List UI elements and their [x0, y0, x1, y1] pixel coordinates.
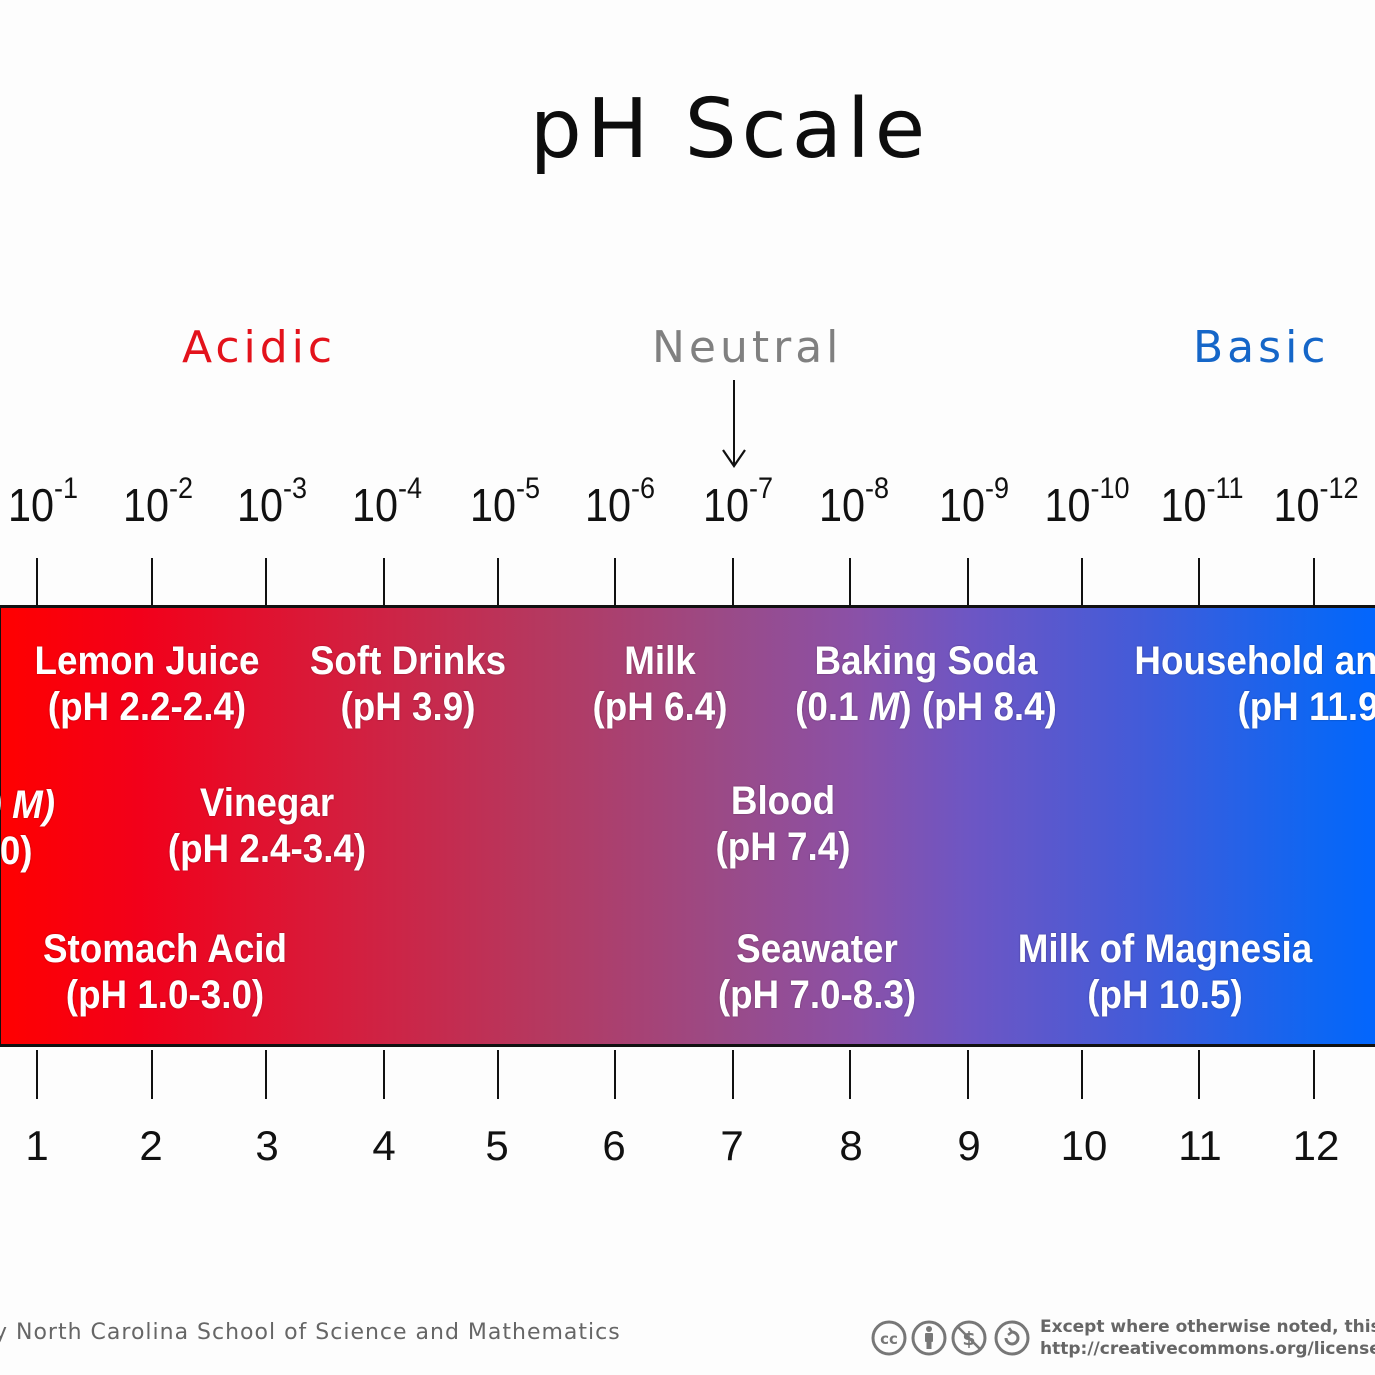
substance-seawater: Seawater (pH 7.0-8.3) [717, 927, 917, 1017]
ph-number-6: 6 [602, 1122, 626, 1169]
concentration-label-9: 10-9 [938, 472, 1010, 531]
acidic-label: Acidic [182, 322, 337, 373]
ph-number-5: 5 [485, 1122, 509, 1169]
concentration-label-11: 10-11 [1160, 472, 1244, 531]
tick-bottom-10 [1081, 1050, 1083, 1099]
concentration-label-6: 10-6 [584, 472, 656, 531]
substance-milk-of-magnesia: Milk of Magnesia (pH 10.5) [1017, 927, 1313, 1017]
tick-top-8 [849, 558, 851, 607]
svg-text:cc: cc [880, 1330, 898, 1348]
concentration-label-10: 10-10 [1044, 472, 1130, 531]
tick-bottom-9 [967, 1050, 969, 1099]
ph-number-11: 11 [1178, 1122, 1222, 1169]
substance-household-ammonia: Household an (pH 11.9 [1134, 639, 1375, 729]
neutral-arrow-shaft [733, 380, 735, 466]
tick-bottom-6 [614, 1050, 616, 1099]
tick-top-2 [151, 558, 153, 607]
page-title: pH Scale [529, 82, 931, 177]
neutral-label: Neutral [652, 322, 843, 373]
substance-lemon-juice: Lemon Juice (pH 2.2-2.4) [34, 639, 260, 729]
substance-baking-soda: Baking Soda (0.1 M) (pH 8.4) [795, 639, 1057, 729]
concentration-label-7: 10-7 [702, 472, 774, 531]
tick-top-4 [383, 558, 385, 607]
down-arrow-icon [722, 449, 746, 468]
tick-bottom-2 [151, 1050, 153, 1099]
concentration-label-4: 10-4 [351, 472, 423, 531]
substance-soft-drinks: Soft Drinks (pH 3.9) [309, 639, 507, 729]
ph-number-2: 2 [139, 1122, 163, 1169]
concentration-label-5: 10-5 [469, 472, 541, 531]
tick-top-3 [265, 558, 267, 607]
concentration-label-3: 10-3 [236, 472, 308, 531]
concentration-label-12: 10-12 [1273, 472, 1359, 531]
tick-top-11 [1198, 558, 1200, 607]
tick-top-6 [614, 558, 616, 607]
tick-top-9 [967, 558, 969, 607]
ph-number-12: 12 [1292, 1122, 1340, 1169]
ph-number-9: 9 [957, 1122, 981, 1169]
concentration-label-2: 10-2 [122, 472, 194, 531]
substance-cut-off-left: ) M).0) [0, 783, 55, 873]
credit-text: y North Carolina School of Science and M… [0, 1320, 621, 1345]
tick-bottom-1 [36, 1050, 38, 1099]
substance-vinegar: Vinegar (pH 2.4-3.4) [167, 781, 367, 871]
tick-top-1 [36, 558, 38, 607]
ph-number-4: 4 [372, 1122, 396, 1169]
tick-bottom-3 [265, 1050, 267, 1099]
concentration-label-1: 10-1 [7, 472, 79, 531]
license-link[interactable]: http://creativecommons.org/license [1040, 1339, 1375, 1359]
substance-blood: Blood (pH 7.4) [715, 779, 851, 869]
ph-number-8: 8 [839, 1122, 863, 1169]
concentration-label-8: 10-8 [818, 472, 890, 531]
creative-commons-icon: cc $ [871, 1320, 1030, 1356]
ph-gradient-band [0, 605, 1375, 1047]
tick-bottom-5 [497, 1050, 499, 1099]
license-text: Except where otherwise noted, this work … [1040, 1316, 1375, 1360]
tick-top-12 [1313, 558, 1315, 607]
substance-milk: Milk (pH 6.4) [592, 639, 728, 729]
ph-number-10: 10 [1060, 1122, 1108, 1169]
tick-top-7 [732, 558, 734, 607]
ph-number-7: 7 [720, 1122, 744, 1169]
basic-label: Basic [1193, 322, 1330, 373]
ph-number-1: 1 [25, 1122, 49, 1169]
tick-top-5 [497, 558, 499, 607]
substance-stomach-acid: Stomach Acid (pH 1.0-3.0) [42, 927, 288, 1017]
tick-bottom-4 [383, 1050, 385, 1099]
tick-bottom-12 [1313, 1050, 1315, 1099]
tick-top-10 [1081, 558, 1083, 607]
tick-bottom-7 [732, 1050, 734, 1099]
tick-bottom-8 [849, 1050, 851, 1099]
tick-bottom-11 [1198, 1050, 1200, 1099]
ph-number-3: 3 [255, 1122, 279, 1169]
